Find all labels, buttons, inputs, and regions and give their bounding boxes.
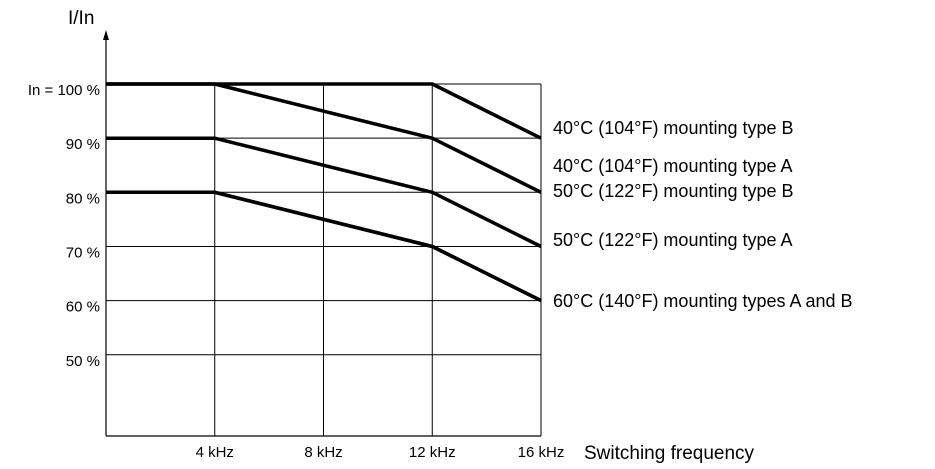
tick-labels: In = 100 % 90 % 80 % 70 % 60 % 50 % 4 kHz 8 kHz… (28, 82, 564, 461)
y-tick-label: 90 % (66, 136, 100, 153)
y-tick-label: In = 100 % (28, 82, 100, 99)
series-labels: 40°C (104°F) mounting type B 40°C (104°F)… (553, 118, 853, 311)
series-line-2 (106, 82, 542, 194)
y-tick-label: 70 % (66, 244, 100, 261)
series-line-3 (106, 136, 542, 249)
y-tick-label: 50 % (66, 353, 100, 370)
series-lines (106, 82, 542, 303)
x-tick-label: 16 kHz (518, 444, 565, 461)
series-label-5: 60°C (140°F) mounting types A and B (553, 291, 853, 311)
series-line-5 (106, 190, 542, 303)
x-axis-title: Switching frequency (584, 443, 755, 464)
x-tick-label: 12 kHz (409, 444, 456, 461)
series-label-3: 50°C (122°F) mounting type B (553, 181, 794, 201)
series-label-1: 40°C (104°F) mounting type B (553, 118, 794, 138)
series-label-4: 50°C (122°F) mounting type A (553, 230, 793, 250)
y-axis-title: I/In (68, 8, 94, 29)
series-label-2: 40°C (104°F) mounting type A (553, 156, 793, 176)
axes (103, 30, 541, 437)
x-tick-label: 8 kHz (304, 444, 342, 461)
y-tick-label: 80 % (66, 190, 100, 207)
y-axis-arrow (103, 30, 109, 40)
y-tick-label: 60 % (66, 299, 100, 316)
x-tick-label: 4 kHz (196, 444, 234, 461)
